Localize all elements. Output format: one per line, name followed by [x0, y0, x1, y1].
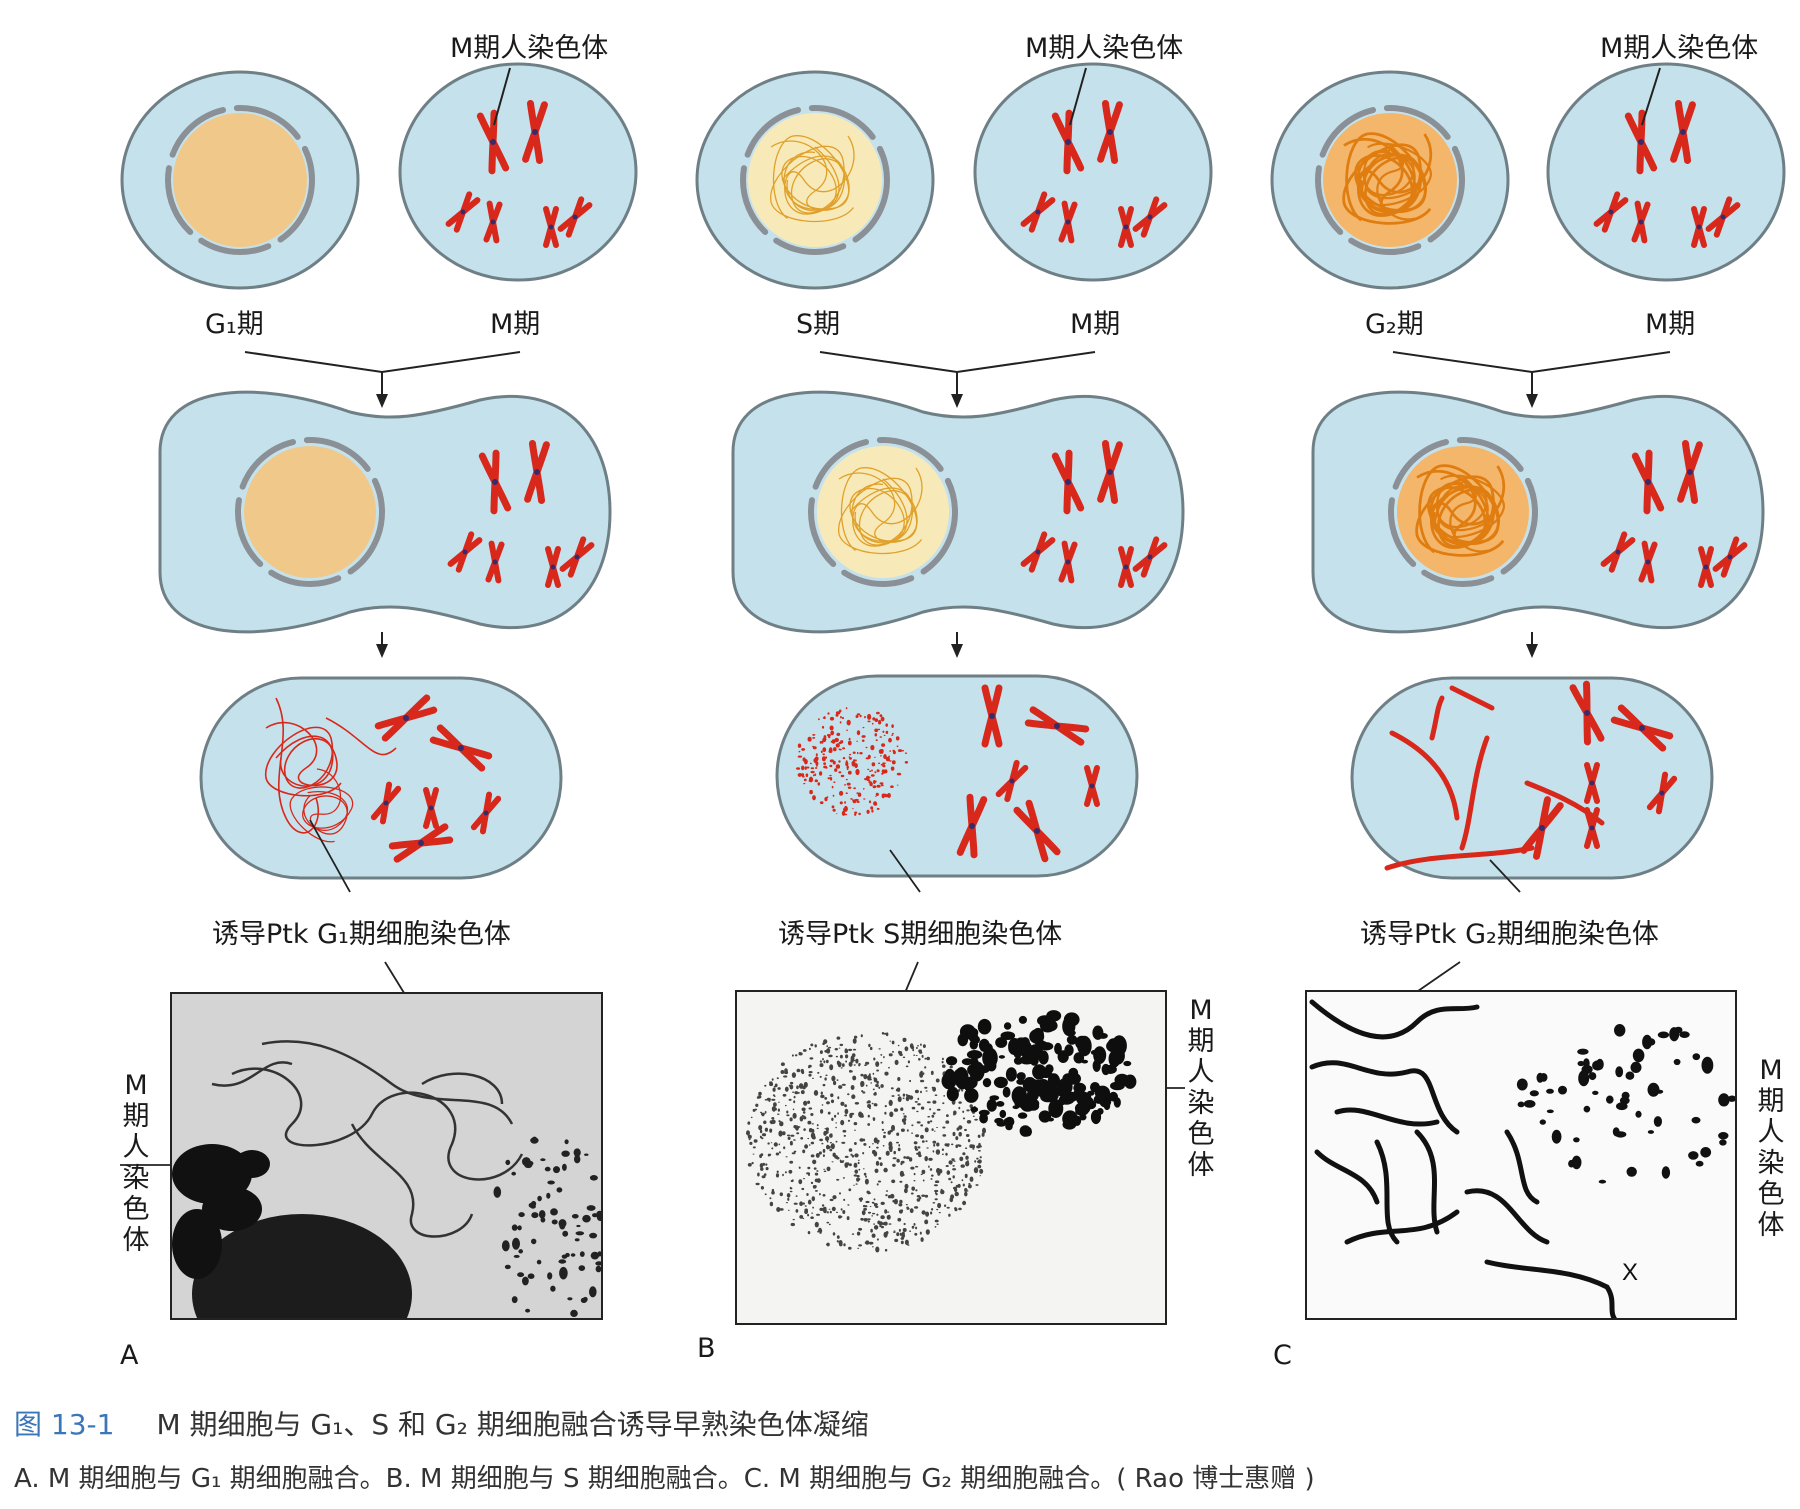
s-cell — [695, 70, 935, 290]
final-cell-c — [1350, 676, 1714, 880]
final-cell-b — [775, 674, 1139, 878]
final-cell-a — [199, 676, 563, 880]
panel-letter-c: C — [1273, 1340, 1292, 1371]
g1-cell — [120, 70, 360, 290]
panel-letter-a: A — [120, 1340, 139, 1371]
label-induced-s: 诱导Ptk S期细胞染色体 — [778, 919, 1063, 950]
m-cell-c — [1546, 62, 1786, 282]
label-m-chromosome-a: M期人染色体 — [450, 33, 609, 64]
pulverized-chromosomes — [796, 707, 909, 816]
fused-cell-b — [731, 390, 1185, 634]
label-g1-phase: G₁期 — [205, 309, 264, 340]
label-m-phase-c: M期 — [1645, 309, 1696, 340]
label-m-chromosome-c: M期人染色体 — [1600, 33, 1759, 64]
label-induced-g1: 诱导Ptk G₁期细胞染色体 — [212, 919, 511, 950]
label-m-chromosome-vertical-b: M期人染色体 — [1187, 995, 1215, 1181]
panel-a-diagram — [120, 62, 638, 880]
fused-cell-a — [158, 390, 612, 634]
label-m-phase-b: M期 — [1070, 309, 1121, 340]
g2-cell — [1270, 70, 1510, 290]
label-m-chromosome-vertical-c: M期人染色体 — [1757, 1055, 1785, 1241]
label-induced-g2: 诱导Ptk G₂期细胞染色体 — [1360, 919, 1659, 950]
panel-c-diagram — [1270, 62, 1786, 880]
label-m-chromosome-b: M期人染色体 — [1025, 33, 1184, 64]
m-cell-b — [973, 62, 1213, 282]
micrograph-b — [735, 990, 1167, 1325]
label-s-phase: S期 — [796, 309, 841, 340]
micrograph-a — [170, 992, 603, 1320]
micrograph-c-m-chromosomes — [1516, 1024, 1735, 1184]
figure-caption: 图 13-1 M 期细胞与 G₁、S 和 G₂ 期细胞融合诱导早熟染色体凝缩 — [14, 1403, 869, 1443]
panel-letter-b: B — [697, 1333, 716, 1364]
m-cell-a — [398, 62, 638, 282]
label-m-phase-a: M期 — [490, 309, 541, 340]
micrograph-c: X — [1305, 990, 1737, 1320]
fused-cell-c — [1311, 390, 1765, 634]
micrograph-b-pulverized — [746, 1032, 986, 1253]
label-g2-phase: G₂期 — [1365, 309, 1424, 340]
label-m-chromosome-vertical-a: M期人染色体 — [122, 1070, 150, 1256]
micrograph-b-m-chromosomes — [941, 1010, 1137, 1137]
figure-subcaption: A. M 期细胞与 G₁ 期细胞融合。B. M 期细胞与 S 期细胞融合。C. … — [14, 1464, 1315, 1494]
x-chromosome-mark: X — [1622, 1259, 1638, 1286]
figure-title: M 期细胞与 G₁、S 和 G₂ 期细胞融合诱导早熟染色体凝缩 — [156, 1408, 869, 1441]
micrograph-a-chromosomes — [493, 1136, 601, 1317]
panel-b-diagram — [695, 62, 1213, 878]
g2-single-chromatids — [1384, 685, 1605, 871]
figure-number: 图 13-1 — [14, 1408, 115, 1441]
